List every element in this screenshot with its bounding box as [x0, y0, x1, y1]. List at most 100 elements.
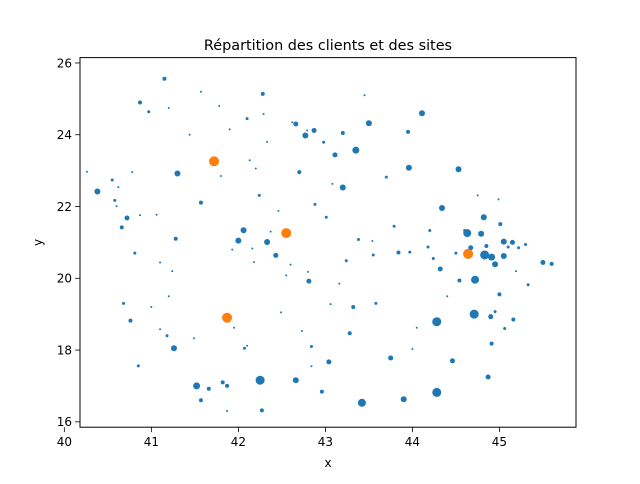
client-point-148 [517, 246, 521, 250]
y-axis-label: y [31, 239, 45, 246]
client-point-10 [136, 364, 140, 368]
client-point-96 [365, 120, 372, 127]
site-point-2 [281, 228, 292, 239]
client-point-60 [269, 230, 272, 233]
client-point-89 [344, 259, 348, 263]
client-point-86 [338, 282, 341, 285]
client-point-42 [199, 90, 202, 93]
client-point-110 [418, 110, 425, 117]
client-point-120 [454, 251, 458, 255]
client-point-97 [371, 239, 374, 242]
client-point-1 [94, 188, 101, 195]
client-point-105 [406, 129, 411, 134]
client-point-21 [165, 334, 169, 338]
client-point-114 [432, 387, 442, 397]
client-point-63 [280, 311, 283, 314]
client-point-150 [526, 283, 530, 287]
client-point-135 [488, 253, 496, 261]
client-point-101 [388, 355, 394, 361]
y-tick-label-2: 20 [57, 272, 72, 286]
client-point-68 [292, 377, 299, 384]
client-point-91 [351, 304, 356, 309]
client-point-116 [437, 266, 443, 272]
client-point-6 [124, 215, 130, 221]
client-point-88 [340, 130, 345, 135]
client-point-133 [485, 374, 491, 380]
client-point-81 [324, 215, 328, 219]
client-point-18 [159, 328, 162, 331]
client-point-126 [469, 309, 479, 319]
x-axis-label: x [324, 456, 331, 470]
x-tick-label-2: 42 [231, 435, 246, 449]
client-point-108 [411, 347, 414, 350]
client-point-61 [273, 252, 279, 258]
client-point-29 [192, 337, 195, 340]
client-point-15 [147, 110, 151, 114]
client-point-25 [174, 170, 181, 177]
client-point-70 [300, 330, 303, 333]
client-point-141 [498, 222, 503, 227]
client-point-118 [446, 295, 449, 298]
client-point-16 [150, 305, 153, 308]
client-point-52 [254, 167, 257, 170]
client-point-54 [255, 375, 265, 385]
site-point-1 [222, 312, 233, 323]
chart-title: Répartition des clients et des sites [204, 38, 452, 54]
client-point-104 [400, 396, 407, 403]
x-tick-label-1: 41 [144, 435, 159, 449]
client-point-13 [139, 214, 142, 217]
y-tick-label-1: 18 [57, 343, 72, 357]
client-point-58 [266, 140, 269, 143]
client-point-115 [432, 317, 442, 327]
client-point-46 [242, 346, 246, 350]
client-point-140 [497, 292, 502, 297]
client-point-127 [471, 275, 480, 284]
y-tick-label-4: 24 [57, 128, 72, 142]
client-point-80 [322, 140, 326, 144]
client-point-146 [511, 317, 516, 322]
client-point-72 [306, 129, 309, 132]
client-point-111 [426, 245, 430, 249]
client-point-124 [463, 229, 472, 238]
client-point-48 [245, 117, 249, 121]
client-point-113 [431, 257, 435, 261]
client-point-23 [170, 345, 177, 352]
client-point-117 [438, 204, 445, 211]
client-point-9 [133, 251, 137, 255]
client-point-102 [392, 224, 396, 228]
client-point-32 [198, 200, 203, 205]
client-point-51 [253, 261, 256, 264]
client-point-122 [457, 278, 462, 283]
client-point-31 [198, 398, 203, 403]
x-tick-label-4: 44 [405, 435, 420, 449]
client-point-64 [285, 274, 288, 277]
client-point-134 [488, 314, 494, 320]
client-point-119 [449, 358, 455, 364]
client-point-43 [226, 410, 229, 413]
client-point-55 [259, 408, 264, 413]
client-point-139 [497, 198, 500, 201]
client-point-137 [493, 310, 497, 314]
client-point-130 [480, 214, 487, 221]
client-point-98 [371, 253, 375, 257]
client-point-147 [514, 270, 517, 273]
client-point-17 [155, 213, 158, 216]
client-point-3 [113, 198, 117, 202]
client-point-131 [480, 250, 490, 260]
client-point-136 [489, 341, 494, 346]
client-point-67 [293, 121, 299, 127]
x-tick-label-5: 45 [492, 435, 507, 449]
plot-frame [79, 57, 577, 428]
client-point-100 [384, 175, 388, 179]
client-point-77 [311, 127, 317, 133]
client-point-79 [319, 389, 324, 394]
site-point-0 [209, 156, 220, 167]
client-point-87 [339, 184, 346, 191]
client-point-69 [297, 170, 302, 175]
client-point-138 [492, 261, 499, 268]
client-point-24 [173, 236, 178, 241]
client-point-90 [347, 331, 352, 336]
client-point-93 [356, 238, 360, 242]
